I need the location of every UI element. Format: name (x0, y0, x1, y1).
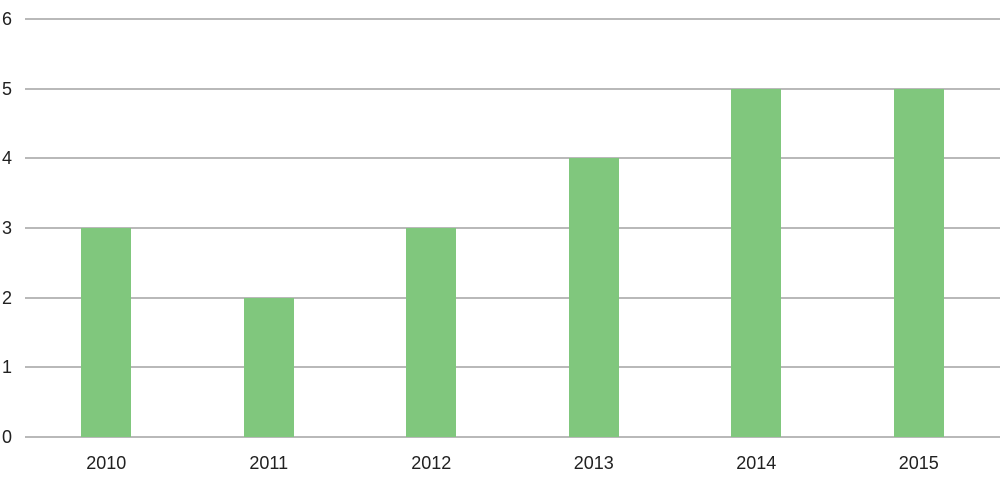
y-axis-tick-label: 0 (2, 427, 13, 447)
y-axis-tick-label: 5 (2, 78, 13, 99)
bar-2011 (243, 297, 294, 437)
x-axis-tick-label: 2012 (411, 453, 452, 473)
y-axis-tick-label: 4 (2, 148, 13, 169)
gridline (25, 18, 1000, 20)
x-axis-tick-label: 2015 (898, 453, 939, 473)
x-axis-tick-label: 2010 (86, 453, 127, 473)
bar-2012 (406, 228, 457, 437)
y-axis-tick-label: 2 (2, 287, 13, 308)
y-axis-tick-label: 6 (2, 9, 13, 29)
y-axis-tick-label: 3 (2, 218, 13, 238)
x-axis-baseline (25, 436, 1000, 438)
x-axis-tick-label: 2011 (249, 453, 289, 473)
bar-2015 (893, 88, 944, 437)
gridline (25, 366, 1000, 369)
bar-2014 (731, 88, 782, 437)
gridline (25, 157, 1000, 160)
x-axis-tick-label: 2014 (736, 453, 777, 473)
bar-2013 (568, 158, 619, 437)
gridline (25, 227, 1000, 229)
gridline (25, 87, 1000, 90)
gridline (25, 296, 1000, 299)
bar-2010 (81, 228, 132, 437)
y-axis-tick-label: 1 (2, 357, 13, 378)
x-axis-tick-label: 2013 (573, 453, 614, 473)
